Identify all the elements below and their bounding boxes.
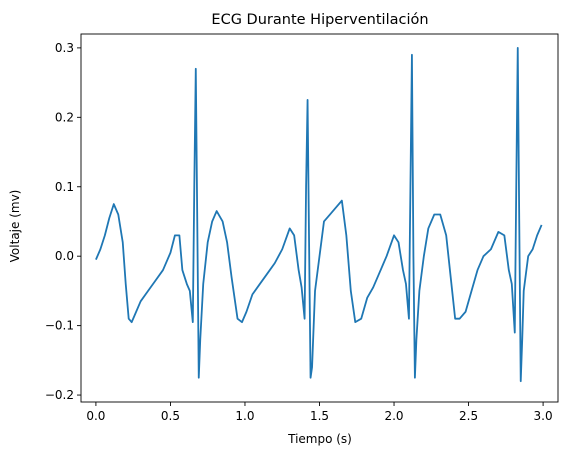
y-tick-label: 0.3 [55,41,74,55]
y-axis-label: Voltaje (mv) [8,190,22,263]
y-tick-label: 0.0 [55,249,74,263]
x-tick-label: 2.5 [459,409,478,423]
x-axis-label: Tiempo (s) [287,432,352,446]
y-tick-label: −0.1 [45,319,74,333]
y-tick-label: 0.1 [55,180,74,194]
axes-frame [80,33,559,403]
chart-title: ECG Durante Hiperventilación [211,12,428,28]
x-tick-label: 1.5 [310,409,329,423]
x-tick-label: 3.0 [534,409,553,423]
x-tick-label: 0.0 [86,409,105,423]
x-tick-label: 2.0 [384,409,403,423]
x-tick-label: 1.0 [235,409,254,423]
plot-area: 0.0 0.5 1.0 1.5 2.0 2.5 3.0 −0.2 −0.1 0.0 0.1 0.2 0.… [45,33,559,423]
y-tick-label: 0.2 [55,110,74,124]
x-tick-label: 0.5 [161,409,180,423]
series-line-0 [95,46,543,383]
y-tick-label: −0.2 [45,388,74,402]
